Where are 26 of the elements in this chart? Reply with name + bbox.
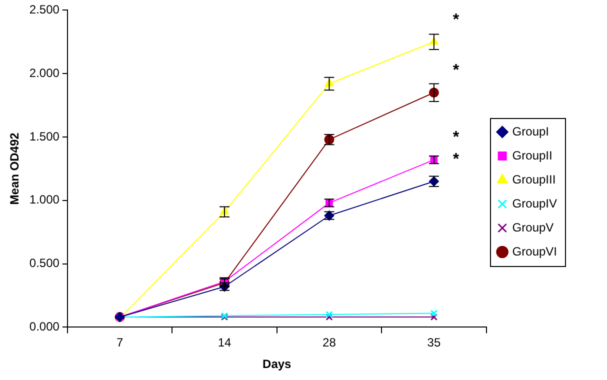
y-tick-label: 1.000 xyxy=(29,192,60,207)
x-axis-title: Days xyxy=(262,357,292,372)
x-tick-label: 7 xyxy=(116,336,124,350)
legend-label: GroupII xyxy=(512,148,552,162)
y-tick-label: 0.000 xyxy=(29,320,60,334)
legend-label: GroupIII xyxy=(512,172,556,186)
point xyxy=(326,313,333,321)
annotation: * xyxy=(452,150,460,168)
y-tick-label: 2.000 xyxy=(29,66,60,80)
annotation: * xyxy=(452,11,460,28)
x-tick-label: 14 xyxy=(218,336,232,350)
annotation: * xyxy=(452,62,460,80)
y-tick-label: 0.500 xyxy=(29,256,60,270)
y-axis-title: Mean OD492 xyxy=(8,132,22,205)
legend-label: GroupI xyxy=(512,124,549,138)
legend-label: GroupVI xyxy=(512,244,558,258)
y-tick-label: 1.500 xyxy=(29,129,60,144)
x-tick-label: 35 xyxy=(427,336,441,350)
point xyxy=(326,310,333,318)
point xyxy=(430,313,438,321)
legend-label: GroupV xyxy=(512,220,554,234)
x-tick-label: 28 xyxy=(322,336,336,350)
point xyxy=(430,310,438,317)
legend-label: GroupIV xyxy=(512,196,558,210)
annotation: * xyxy=(452,129,460,146)
y-tick-label: 2.500 xyxy=(29,2,60,17)
